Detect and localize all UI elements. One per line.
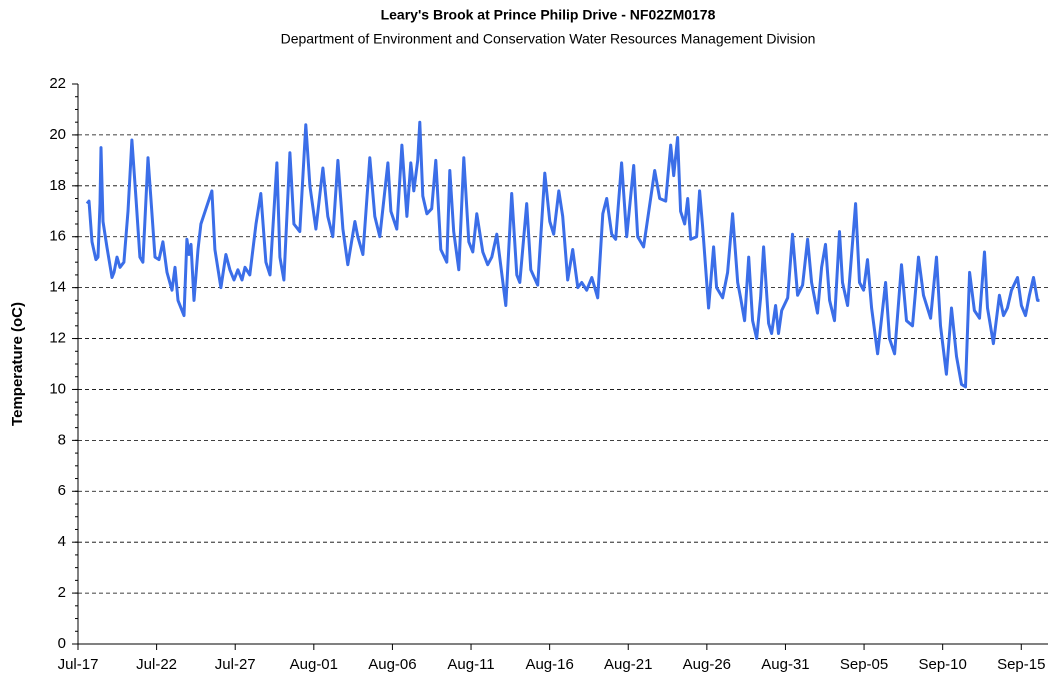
y-tick-label: 18 bbox=[49, 177, 66, 194]
y-tick-label: 20 bbox=[49, 126, 66, 143]
y-tick-label: 8 bbox=[58, 431, 66, 448]
y-tick-label: 14 bbox=[49, 279, 66, 296]
x-tick-label: Aug-21 bbox=[604, 656, 652, 673]
y-tick-label: 4 bbox=[58, 533, 66, 550]
chart-subtitle: Department of Environment and Conservati… bbox=[281, 31, 816, 47]
y-tick-label: 12 bbox=[49, 330, 66, 347]
x-tick-label: Sep-05 bbox=[840, 656, 888, 673]
y-axis-label: Temperature (oC) bbox=[9, 302, 26, 426]
x-tick-label: Aug-01 bbox=[290, 656, 338, 673]
y-tick-label: 0 bbox=[58, 635, 66, 652]
y-tick-label: 16 bbox=[49, 228, 66, 245]
y-tick-label: 22 bbox=[49, 75, 66, 92]
data-line bbox=[85, 120, 1040, 389]
x-tick-label: Aug-31 bbox=[761, 656, 809, 673]
y-tick-label: 6 bbox=[58, 482, 66, 499]
x-tick-label: Aug-16 bbox=[525, 656, 573, 673]
x-tick-label: Sep-10 bbox=[918, 656, 966, 673]
y-tick-label: 10 bbox=[49, 380, 66, 397]
chart-title: Leary's Brook at Prince Philip Drive - N… bbox=[381, 7, 716, 23]
x-tick-label: Aug-11 bbox=[447, 656, 494, 673]
x-tick-label: Jul-22 bbox=[136, 656, 177, 673]
x-tick-label: Jul-17 bbox=[58, 656, 99, 673]
x-tick-label: Jul-27 bbox=[215, 656, 256, 673]
x-tick-label: Sep-15 bbox=[997, 656, 1045, 673]
x-tick-label: Aug-06 bbox=[368, 656, 416, 673]
y-tick-label: 2 bbox=[58, 584, 66, 601]
x-tick-label: Aug-26 bbox=[683, 656, 731, 673]
